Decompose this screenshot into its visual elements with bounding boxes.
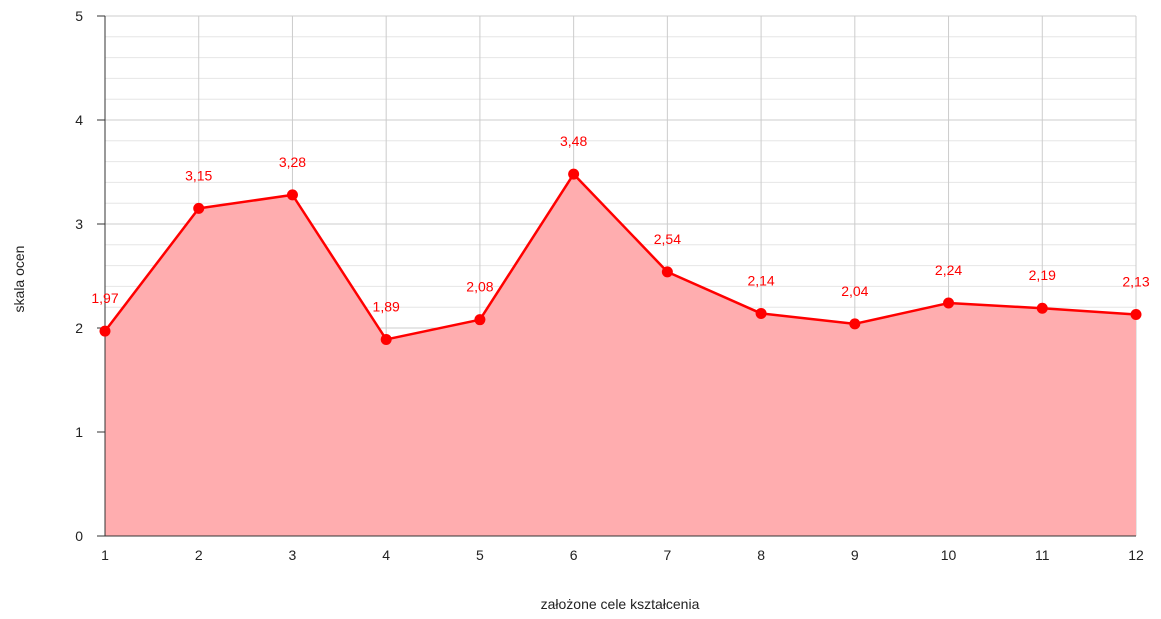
y-tick-label: 1	[75, 424, 83, 440]
points-layer	[99, 168, 1142, 345]
x-tick-label: 12	[1128, 547, 1144, 563]
series-line	[104, 172, 1137, 341]
y-tick-label: 4	[75, 112, 83, 128]
series-line-layer	[104, 172, 1137, 341]
x-axis-title: założone cele kształcenia	[541, 596, 700, 612]
x-tick-label: 7	[663, 547, 671, 563]
x-tick-label: 11	[1035, 547, 1050, 563]
x-tick-label: 9	[851, 547, 859, 563]
x-tick-label: 2	[195, 547, 203, 563]
data-label: 2,13	[1122, 273, 1149, 289]
x-tick-label: 5	[476, 547, 484, 563]
data-point	[1130, 308, 1142, 320]
y-tick-label: 2	[75, 320, 83, 336]
y-axis-title: skala ocen	[11, 246, 27, 313]
data-label: 1,89	[373, 298, 400, 314]
area-fill	[105, 174, 1136, 536]
x-tick-label: 4	[382, 547, 390, 563]
data-label: 2,04	[841, 283, 868, 299]
x-tick-label: 3	[289, 547, 297, 563]
data-label: 2,54	[654, 231, 681, 247]
x-tick-label: 1	[101, 547, 109, 563]
data-point	[99, 325, 111, 337]
area-fill-layer	[105, 174, 1136, 536]
data-point	[380, 333, 392, 345]
data-point	[661, 266, 673, 278]
x-tick-label: 8	[757, 547, 765, 563]
data-label: 1,97	[91, 290, 118, 306]
data-point	[1036, 302, 1048, 314]
data-label: 3,28	[279, 154, 306, 170]
data-point	[568, 168, 580, 180]
y-tick-label: 0	[75, 528, 83, 544]
data-label: 2,08	[466, 279, 493, 295]
data-point	[474, 314, 486, 326]
data-label: 2,14	[747, 272, 774, 288]
data-point	[849, 318, 861, 330]
data-point	[286, 189, 298, 201]
data-label: 2,24	[935, 262, 962, 278]
data-label: 2,19	[1029, 267, 1056, 283]
data-labels-layer: 1,97 3,15 3,28 1,89 2,08 3,48 2,54 2,14 2,04 2,24…	[91, 133, 1149, 314]
data-point	[943, 297, 955, 309]
axes	[97, 15, 1136, 537]
data-label: 3,15	[185, 167, 212, 183]
y-tick-label: 3	[75, 216, 83, 232]
data-point	[193, 202, 205, 214]
x-tick-label: 10	[941, 547, 957, 563]
y-tick-label: 5	[75, 8, 83, 24]
data-label: 3,48	[560, 133, 587, 149]
data-point	[755, 307, 767, 319]
x-tick-label: 6	[570, 547, 578, 563]
